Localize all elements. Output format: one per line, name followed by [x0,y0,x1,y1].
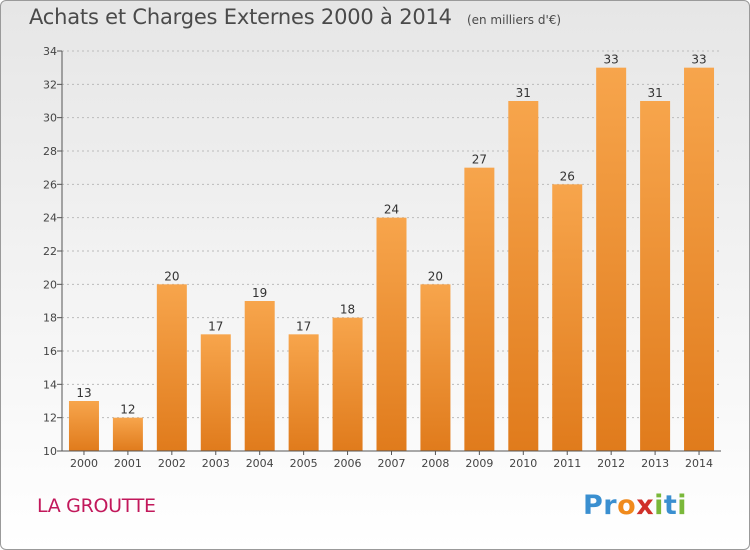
y-tick-label: 10 [43,445,57,458]
value-label: 20 [164,269,179,283]
y-tick-label: 14 [43,378,57,391]
chart-unit: (en milliers d'€) [466,13,562,27]
value-label: 27 [472,153,487,167]
x-tick-label: 2011 [553,457,581,470]
x-tick-label: 2006 [334,457,362,470]
bar [200,334,231,451]
x-tick-label: 2007 [378,457,406,470]
label-layer: 13 12 20 17 19 17 18 24 20 27 31 26 33 31 33 [76,53,706,417]
y-tick-label: 20 [43,278,57,291]
bar [640,101,671,451]
value-label: 26 [560,169,575,183]
x-tick-label: 2010 [509,457,537,470]
logo-letter: P [583,490,604,521]
y-tick-label: 34 [43,45,57,58]
bar [332,317,363,451]
x-tick-label: 2002 [158,457,186,470]
bar [244,301,275,451]
x-tick-label: 2008 [421,457,449,470]
proxiti-logo[interactable]: Proxiti [583,490,687,521]
x-tick-label: 2001 [114,457,142,470]
x-tick-label: 2012 [597,457,625,470]
y-tick-label: 32 [43,78,57,91]
bar [156,284,187,451]
x-tick-label: 2009 [465,457,493,470]
bar [420,284,451,451]
logo-letter: r [603,490,618,521]
bar [288,334,319,451]
value-label: 24 [384,203,399,217]
commune-name: LA GROUTTE [37,495,156,517]
logo-letter: i [677,490,688,521]
y-tick-label: 26 [43,178,57,191]
x-tick-label: 2013 [641,457,669,470]
bar [684,67,715,452]
value-label: 31 [516,86,531,100]
value-label: 33 [691,53,706,67]
y-tick-label: 22 [43,245,57,258]
value-label: 31 [647,86,662,100]
bar [464,167,495,451]
bar [68,401,99,451]
bar-layer [68,67,715,452]
bar [376,217,407,451]
value-label: 17 [296,319,311,333]
x-tick-label: 2003 [202,457,230,470]
bar [508,101,539,451]
value-label: 18 [340,303,355,317]
value-label: 12 [120,403,135,417]
x-tick-label: 2004 [246,457,274,470]
y-tick-label: 16 [43,345,57,358]
logo-letter: i [654,490,664,521]
logo-letter: o [617,490,637,521]
x-tick-label: 2000 [70,457,98,470]
y-tick-label: 30 [43,112,57,125]
y-tick-label: 28 [43,145,57,158]
y-tick-label: 24 [43,212,57,225]
value-label: 17 [208,319,223,333]
value-label: 13 [76,386,91,400]
title-row: Achats et Charges Externes 2000 à 2014 (… [29,5,561,29]
bar [112,417,143,451]
y-tick-label: 18 [43,312,57,325]
value-label: 20 [428,269,443,283]
x-tick-label: 2014 [685,457,713,470]
logo-letter: x [636,490,655,521]
bar [596,67,627,452]
value-label: 33 [604,53,619,67]
logo-letter: t [663,490,678,521]
bar [552,184,583,452]
value-label: 19 [252,286,267,300]
chart-title: Achats et Charges Externes 2000 à 2014 [29,5,452,29]
axis-layer: 10 12 14 16 18 20 22 24 26 28 30 32 34 2000 2001 2002 20… [43,45,721,470]
x-tick-label: 2005 [290,457,318,470]
y-tick-label: 12 [43,412,57,425]
